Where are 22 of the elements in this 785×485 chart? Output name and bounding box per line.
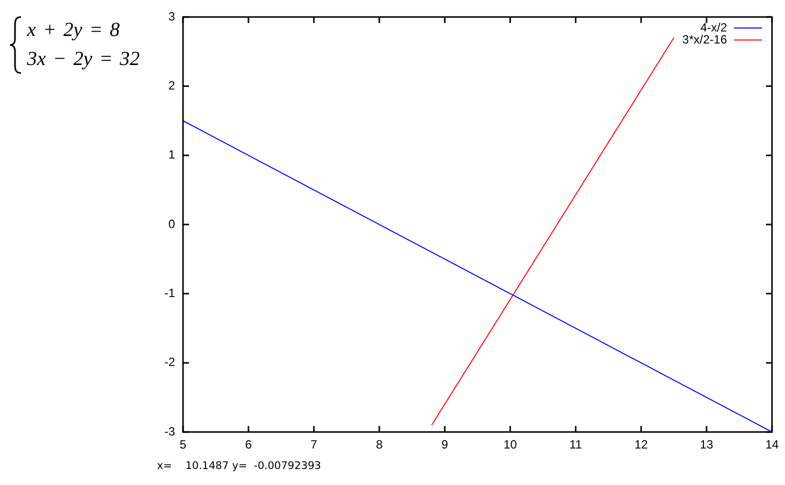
x-tick-label: 8 <box>376 438 383 452</box>
x-tick-label: 12 <box>634 438 648 452</box>
y-tick-label: -2 <box>164 355 176 370</box>
y-tick-label: 1 <box>168 148 176 162</box>
x-tick-label: 7 <box>310 438 318 452</box>
text: x + 2y = 8 <box>27 18 121 43</box>
x-tick-label: 9 <box>441 438 448 452</box>
text: 3x − 2y = 32 <box>27 47 140 72</box>
legend-label: 4-x/2 <box>700 20 728 34</box>
x-tick-label: 5 <box>180 438 187 452</box>
y-tick-label: -1 <box>164 286 176 300</box>
y-tick-label: 0 <box>168 216 176 231</box>
x-tick-label: 14 <box>765 438 779 452</box>
legend-label: 3*x/2-16 <box>682 32 728 46</box>
y-tick-label: 2 <box>168 78 176 92</box>
x-tick-label: 11 <box>569 438 582 452</box>
x-tick-label: 13 <box>700 438 714 452</box>
y-tick-label: 3 <box>168 9 176 24</box>
text: x= 10.1487 y= -0.00792393 <box>157 460 322 472</box>
x-tick-label: 6 <box>245 438 252 452</box>
x-tick-label: 10 <box>504 438 518 452</box>
y-tick-label: -3 <box>164 424 176 438</box>
